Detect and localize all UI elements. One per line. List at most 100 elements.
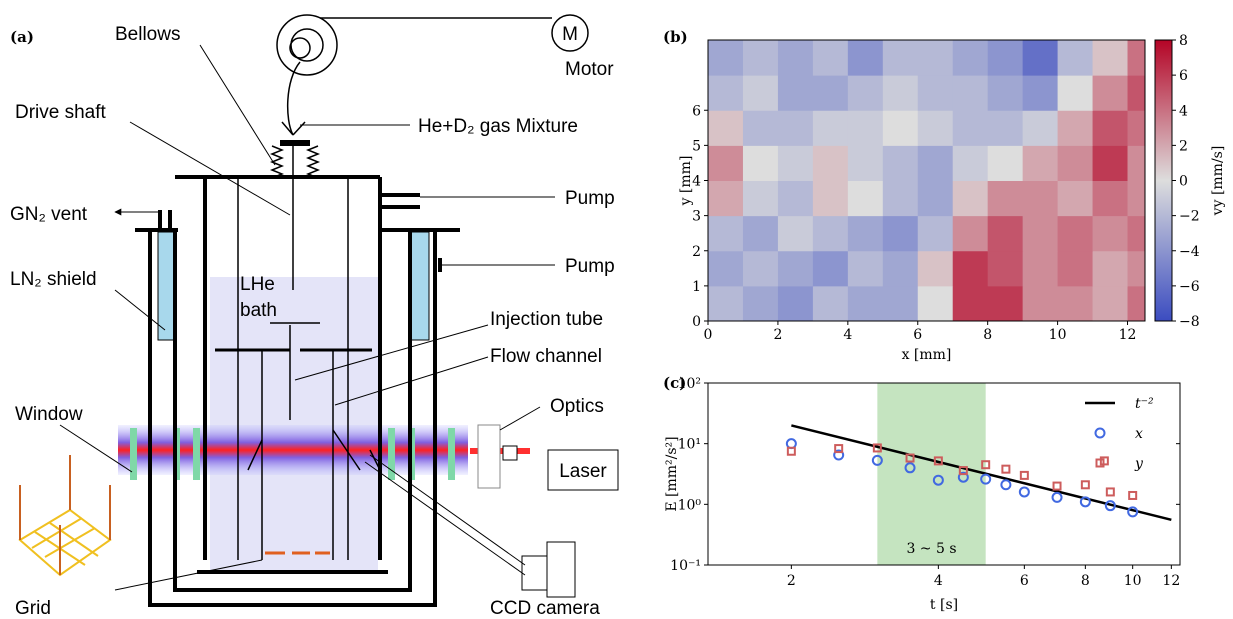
lhe-bath: [210, 277, 378, 572]
point: [1019, 470, 1029, 480]
diagram: (a) Bellows M Motor Drive shaft He+D₂ ga…: [10, 14, 619, 619]
x-tick-label: 2: [787, 573, 796, 589]
point: [1018, 486, 1030, 498]
heatmap-cell: [987, 75, 1024, 111]
heatmap-cell: [1022, 250, 1059, 287]
heatmap-cell: [1022, 215, 1059, 252]
point: [1104, 500, 1116, 512]
heatmap-cell: [777, 250, 814, 287]
label: Motor: [565, 59, 614, 80]
point: [1079, 496, 1091, 508]
label: Drive shaft: [15, 102, 107, 123]
y-axis-label: E [mm²/s²]: [664, 436, 680, 511]
heatmap-cell: [777, 40, 814, 76]
y-tick-label: 10⁰: [678, 497, 702, 513]
heatmap-cell: [812, 285, 849, 321]
y-tick-label: 0: [692, 314, 701, 330]
point: [1000, 479, 1012, 491]
heatmap-cell: [952, 40, 989, 76]
heatmap-cell: [952, 250, 989, 287]
x-tick-label: 10: [1049, 327, 1067, 343]
line: [791, 424, 1172, 522]
heatmap-cell: [1127, 285, 1145, 321]
colorbar-tick-label: −4: [1179, 244, 1200, 260]
point: [833, 449, 845, 461]
x-tick-label: 12: [1162, 573, 1180, 589]
heatmap-cell: [917, 75, 954, 111]
colorbar-tick-label: −6: [1179, 279, 1200, 295]
highlight-span: [877, 383, 986, 565]
heatmap-cell: [847, 180, 884, 217]
heatmap-cell: [1092, 110, 1129, 146]
heatmap-cell: [917, 40, 954, 76]
heatmap-cell: [952, 145, 989, 181]
point: [872, 443, 882, 453]
heatmap-cell: [1092, 75, 1129, 111]
heatmap-cell: [708, 215, 744, 252]
heatmap-cell: [812, 250, 849, 287]
point: [1128, 490, 1138, 500]
x-axis-label: x [mm]: [902, 347, 952, 363]
colorbar-tick-label: −2: [1179, 209, 1200, 225]
point: [957, 471, 969, 483]
legend-label: y: [1134, 456, 1144, 472]
legend-label: t⁻²: [1135, 396, 1154, 412]
heatmap-cell: [742, 215, 779, 252]
panel-label: (a): [10, 28, 34, 46]
heatmap-cell: [847, 40, 884, 76]
heatmap-cell: [1057, 110, 1094, 146]
heatmap-cell: [1057, 75, 1094, 111]
heatmap-cell: [917, 145, 954, 181]
y-tick-label: 1: [692, 279, 701, 295]
heatmap-cell: [882, 110, 919, 146]
heatmap-cell: [1092, 40, 1129, 76]
colorbar-tick-label: 8: [1179, 33, 1188, 49]
heatmap-cell: [812, 145, 849, 181]
heatmap-cell: [917, 215, 954, 252]
heatmap-cell: [812, 215, 849, 252]
heatmap-cell: [708, 145, 744, 181]
heatmap-cell: [1022, 75, 1059, 111]
heatmap-cell: [1127, 250, 1145, 287]
label: LN₂ shield: [10, 269, 97, 290]
heatmap-cell: [1092, 145, 1129, 181]
heatmap-cell: [1127, 40, 1145, 76]
heatmap-cell: [1022, 110, 1059, 146]
point: [958, 466, 968, 476]
label: GN₂ vent: [10, 204, 88, 225]
label: Bellows: [115, 24, 180, 45]
laser-beam: [118, 425, 468, 475]
heatmap-cell: [1022, 180, 1059, 217]
heatmap-cell: [812, 110, 849, 146]
heatmap-cell: [882, 40, 919, 76]
heatmap-cell: [882, 145, 919, 181]
heatmap-cell: [1127, 75, 1145, 111]
heatmap-cell: [708, 285, 744, 321]
label: Optics: [550, 396, 604, 417]
label: M: [562, 24, 578, 45]
point: [932, 474, 944, 486]
heatmap-cell: [987, 40, 1024, 76]
point: [1105, 487, 1115, 497]
heatmap-cell: [708, 110, 744, 146]
point: [1051, 491, 1063, 503]
heatmap-cell: [742, 110, 779, 146]
heatmap-cell: [917, 285, 954, 321]
colorbar-tick-label: 6: [1179, 68, 1188, 84]
label: Injection tube: [490, 309, 603, 330]
heatmap-cell: [742, 75, 779, 111]
heatmap-cell: [777, 285, 814, 321]
point: [786, 446, 796, 456]
legend-marker: [1094, 427, 1106, 439]
heatmap-cell: [708, 40, 744, 76]
heatmap-cell: [847, 250, 884, 287]
heatmap-cell: [882, 250, 919, 287]
heatmap-cell: [1022, 40, 1059, 76]
point: [981, 460, 991, 470]
x-axis-label: t [s]: [930, 597, 958, 613]
y-tick-label: 10¹: [678, 437, 701, 453]
heatmap-cell: [1057, 180, 1094, 217]
x-tick-label: 6: [1020, 573, 1029, 589]
heatmap-cell: [1092, 285, 1129, 321]
